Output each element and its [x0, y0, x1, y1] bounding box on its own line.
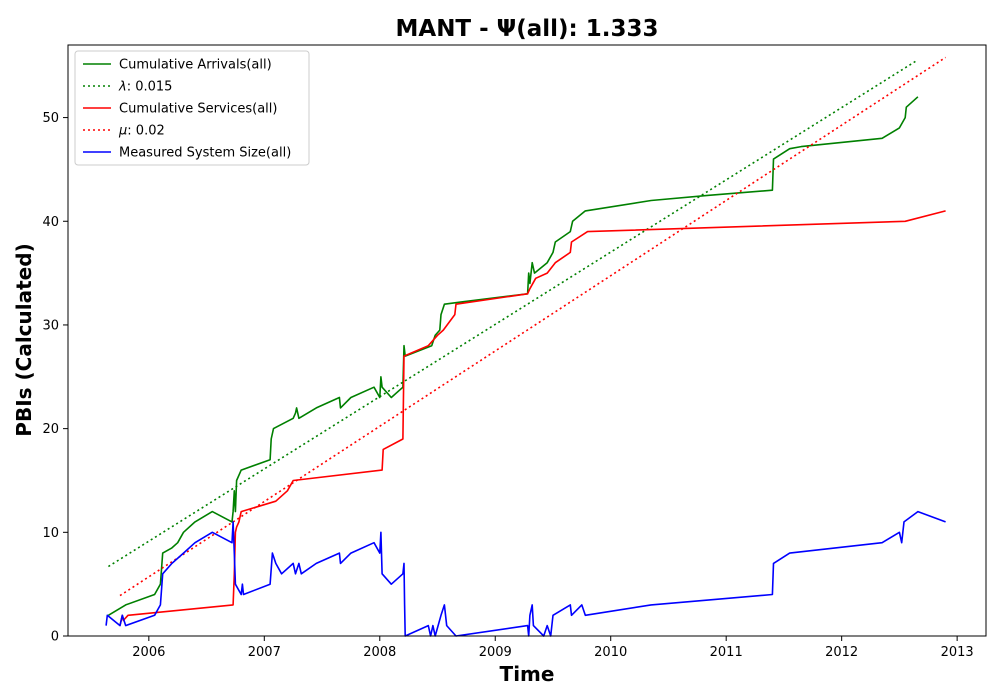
series-line-1: [107, 96, 919, 616]
y-tick-label-0: 0: [51, 630, 59, 645]
x-tick-label-2010: 2010: [594, 645, 627, 660]
ticks-layer: 2006 2007 2008 2009 2010 2011 2012 2013 0 10 20 30 4…: [42, 111, 973, 660]
x-tick-label-2013: 2013: [941, 645, 974, 660]
x-tick-label-2007: 2007: [248, 645, 281, 660]
series-line-4: [119, 56, 947, 597]
series-line-2: [107, 59, 918, 568]
legend-entry-5: Measured System Size(all): [119, 146, 291, 161]
y-tick-label-40: 40: [42, 215, 59, 230]
legend: Cumulative Arrivals(all) λ: 0.015 Cumulati…: [74, 50, 310, 166]
legend-entry-4: μ: 0.02: [118, 124, 165, 139]
x-tick-label-2012: 2012: [825, 645, 858, 660]
legend-box: [74, 50, 310, 166]
x-tick-label-2009: 2009: [479, 645, 512, 660]
y-tick-label-10: 10: [42, 526, 59, 541]
x-tick-label-2008: 2008: [363, 645, 396, 660]
y-axis-label: PBIs (Calculated): [12, 243, 36, 436]
y-tick-label-20: 20: [42, 422, 59, 437]
x-tick-label-2011: 2011: [710, 645, 743, 660]
legend-entry-2: λ: 0.015: [118, 80, 172, 95]
legend-entry-1: Cumulative Arrivals(all): [119, 58, 272, 73]
plot-frame: [67, 44, 987, 637]
y-tick-label-50: 50: [42, 111, 59, 126]
chart-title: MANT - Ψ(all): 1.333: [396, 16, 659, 42]
x-tick-label-2006: 2006: [132, 645, 165, 660]
series-layer: [105, 56, 947, 637]
y-tick-label-30: 30: [42, 318, 59, 333]
x-axis-label: Time: [500, 662, 555, 686]
series-line-5: [105, 510, 946, 637]
legend-entry-3: Cumulative Services(all): [119, 102, 277, 117]
